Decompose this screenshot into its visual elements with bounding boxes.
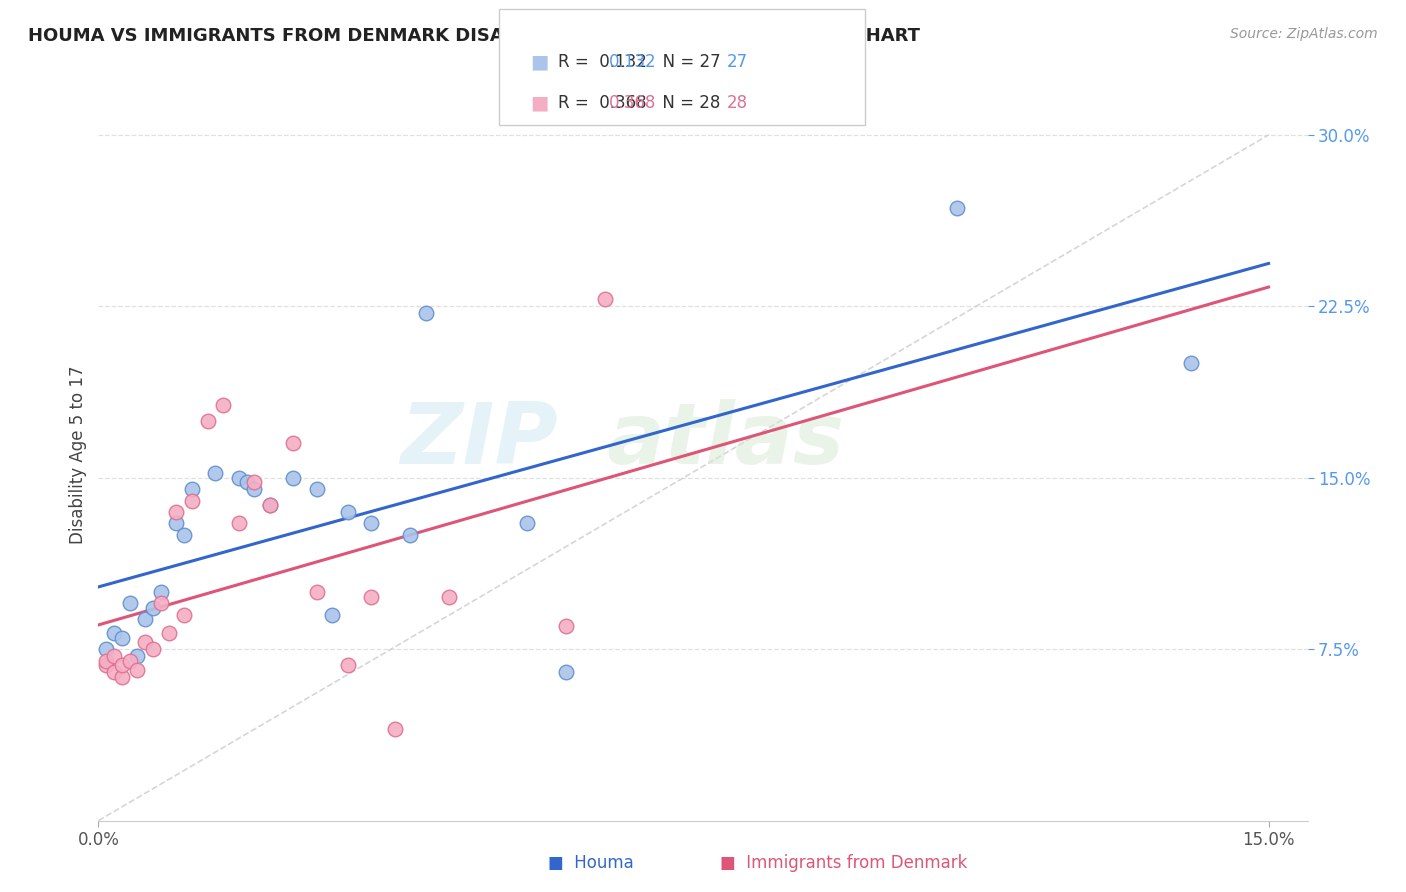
- Point: [103, 665, 125, 679]
- Point: [173, 528, 195, 542]
- Point: [305, 482, 328, 496]
- Point: [516, 516, 538, 531]
- Point: [212, 398, 235, 412]
- Point: [228, 516, 250, 531]
- Point: [96, 654, 118, 668]
- Point: [134, 613, 156, 627]
- Point: [555, 665, 578, 679]
- Point: [399, 528, 422, 542]
- Point: [337, 658, 360, 673]
- Text: ■: ■: [530, 53, 548, 72]
- Text: 0.368: 0.368: [609, 94, 657, 112]
- Point: [111, 670, 134, 684]
- Point: [360, 590, 382, 604]
- Text: ■: ■: [530, 93, 548, 112]
- Text: 28: 28: [727, 94, 748, 112]
- Point: [134, 635, 156, 649]
- Point: [337, 505, 360, 519]
- Point: [103, 626, 125, 640]
- Text: HOUMA VS IMMIGRANTS FROM DENMARK DISABILITY AGE 5 TO 17 CORRELATION CHART: HOUMA VS IMMIGRANTS FROM DENMARK DISABIL…: [28, 27, 920, 45]
- Text: ■  Houma: ■ Houma: [548, 855, 633, 872]
- Point: [235, 475, 257, 490]
- Point: [384, 723, 406, 737]
- Point: [259, 498, 281, 512]
- Point: [127, 649, 149, 664]
- Point: [415, 306, 437, 320]
- Point: [945, 201, 967, 215]
- Point: [259, 498, 281, 512]
- Point: [149, 585, 172, 599]
- Point: [173, 607, 195, 622]
- Text: atlas: atlas: [606, 399, 845, 482]
- Text: ■  Immigrants from Denmark: ■ Immigrants from Denmark: [720, 855, 967, 872]
- Point: [360, 516, 382, 531]
- Point: [283, 436, 305, 450]
- Point: [118, 597, 141, 611]
- Text: 0.132: 0.132: [609, 54, 657, 71]
- Point: [595, 293, 617, 307]
- Point: [321, 607, 343, 622]
- Point: [243, 475, 266, 490]
- Point: [118, 654, 141, 668]
- Point: [243, 482, 266, 496]
- Point: [157, 626, 180, 640]
- Text: Source: ZipAtlas.com: Source: ZipAtlas.com: [1230, 27, 1378, 41]
- Point: [165, 516, 187, 531]
- Point: [111, 658, 134, 673]
- Point: [181, 482, 204, 496]
- Point: [555, 619, 578, 633]
- Text: ZIP: ZIP: [401, 399, 558, 482]
- Point: [1180, 356, 1202, 371]
- Point: [197, 414, 219, 428]
- Point: [204, 467, 226, 481]
- Point: [127, 663, 149, 677]
- Text: R =  0.132   N = 27: R = 0.132 N = 27: [558, 54, 721, 71]
- Point: [305, 585, 328, 599]
- Point: [142, 601, 165, 615]
- Point: [103, 649, 125, 664]
- Point: [96, 642, 118, 657]
- Text: 27: 27: [727, 54, 748, 71]
- Text: R =  0.368   N = 28: R = 0.368 N = 28: [558, 94, 720, 112]
- Point: [228, 471, 250, 485]
- Point: [439, 590, 461, 604]
- Point: [181, 493, 204, 508]
- Point: [165, 505, 187, 519]
- Y-axis label: Disability Age 5 to 17: Disability Age 5 to 17: [69, 366, 87, 544]
- Point: [96, 658, 118, 673]
- Point: [283, 471, 305, 485]
- Point: [111, 631, 134, 645]
- Point: [149, 597, 172, 611]
- Point: [142, 642, 165, 657]
